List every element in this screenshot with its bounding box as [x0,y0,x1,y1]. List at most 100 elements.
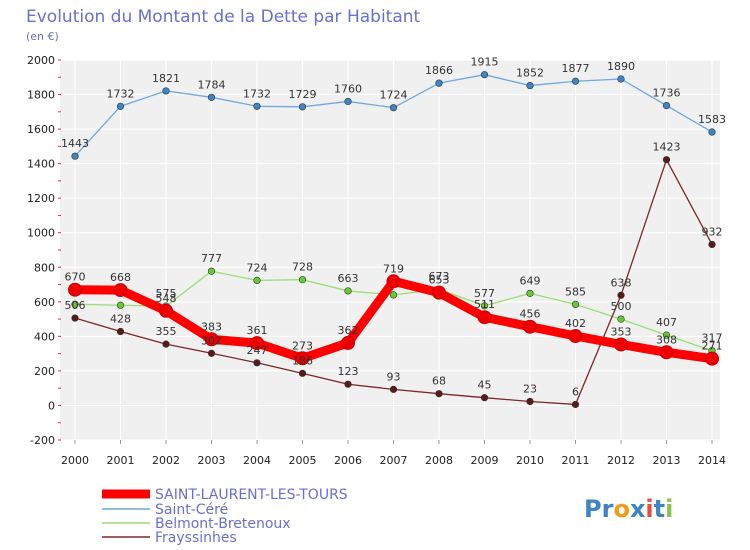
data-point [207,349,216,357]
series-layer [68,71,719,409]
logo-text: Proxiti [584,495,673,523]
logo-letter: i [645,495,653,523]
data-label: 1866 [425,64,453,77]
data-point [571,77,580,85]
x-axis: 2000 2001 2002 2003 2004 2005 2006 2007 2008 2009… [61,440,726,467]
data-point [204,332,219,347]
data-point [617,75,625,83]
data-point [71,314,79,322]
data-point [344,287,352,295]
data-point [480,302,489,310]
data-label: 500 [611,300,632,313]
x-tick-label: 2010 [516,454,544,467]
data-point [708,240,716,249]
logo-letter: x [630,495,646,523]
data-point [389,291,398,299]
data-label: 402 [565,317,586,330]
data-point [705,351,719,366]
data-point [68,282,82,297]
data-label: 383 [201,320,222,333]
data-label: 6 [572,385,579,398]
data-label: 428 [110,313,131,326]
data-point [253,102,261,110]
y-tick-label: 1400 [27,158,55,171]
x-tick-label: 2012 [607,454,635,467]
logo-letter: t [654,495,665,523]
y-tick-label: 1200 [27,192,55,205]
data-point [659,345,674,360]
data-label: 638 [611,276,632,289]
data-point [662,101,671,110]
data-label: 1852 [516,67,544,80]
x-tick-label: 2006 [334,454,362,467]
y-tick-label: 600 [34,296,55,309]
gridlines [60,59,720,441]
data-label: 361 [247,324,268,337]
y-tick-label: 1000 [27,227,55,240]
y-tick-label: -200 [30,434,55,447]
data-point [298,369,307,377]
legend-label-0: SAINT-LAURENT-LES-TOURS [155,487,348,503]
data-label: 23 [523,382,537,395]
data-point [432,285,446,300]
data-label: 407 [656,316,677,329]
data-point [116,301,125,309]
data-point [162,340,170,348]
data-label: 247 [247,344,268,357]
data-point [250,336,264,351]
x-tick-label: 2001 [107,454,135,467]
data-label: 1784 [198,78,226,91]
data-label: 575 [156,287,177,300]
x-tick-label: 2005 [289,454,317,467]
x-tick-label: 2011 [562,454,590,467]
y-tick-label: 200 [34,365,55,378]
x-tick-label: 2004 [243,454,271,467]
data-label: 663 [338,272,359,285]
logo-letter: P [584,495,602,523]
data-point [614,337,628,352]
data-label: 123 [338,365,359,378]
data-point [344,380,352,388]
data-label: 93 [387,370,401,383]
data-point [71,152,79,160]
data-label: 308 [656,333,677,346]
data-label: 577 [474,287,495,300]
data-point [116,327,125,336]
data-label: 585 [565,285,586,298]
data-label: 355 [156,325,177,338]
y-tick-label: 2000 [27,54,55,67]
y-axis: -200 0 200 400 600 800 1000 1200 1400 1600 1800 200… [27,54,61,447]
data-point [571,300,580,309]
data-point [207,93,216,101]
x-tick-label: 2014 [698,454,726,467]
data-label: 1736 [653,87,681,100]
data-point [159,303,173,318]
logo-letter: r [602,495,614,523]
chart-title: Evolution du Montant de la Dette par Hab… [26,7,421,27]
data-label: 728 [292,261,313,274]
data-label: 1732 [107,87,135,100]
legend-label-1: Saint-Céré [155,502,228,518]
data-point [71,300,79,308]
data-point [298,103,307,111]
data-point [662,331,671,339]
data-point [295,351,310,366]
data-point [617,315,625,323]
data-label: 511 [474,298,495,311]
data-point [480,394,489,402]
chart-subtitle: (en €) [26,30,59,43]
x-tick-label: 2009 [471,454,499,467]
data-point [435,390,443,398]
y-tick-label: 400 [34,330,55,343]
data-label: 777 [201,252,222,265]
data-label: 670 [65,271,86,284]
x-tick-label: 2003 [198,454,226,467]
data-label: 1877 [562,62,590,75]
data-label: 932 [702,225,723,238]
data-point [116,102,125,110]
x-tick-label: 2002 [152,454,180,467]
data-label: 1443 [61,137,89,150]
legend-label-2: Belmont-Bretenoux [155,516,291,532]
